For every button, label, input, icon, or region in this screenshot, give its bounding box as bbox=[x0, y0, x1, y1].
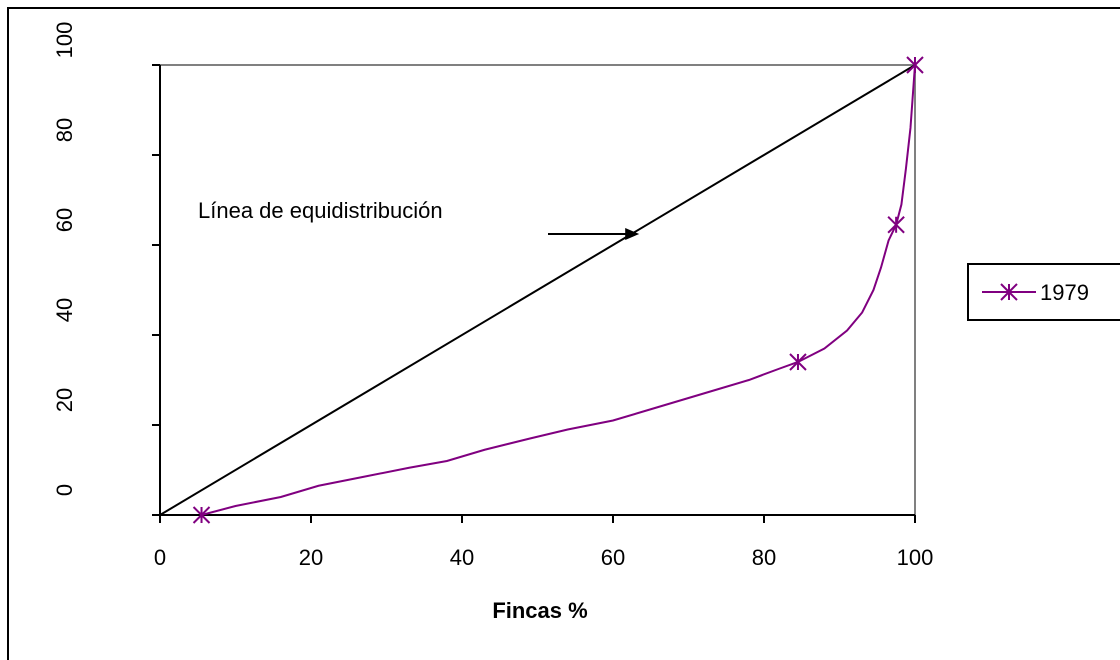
equidistribution-line bbox=[159, 64, 916, 516]
x-axis-ticks: 0 20 40 60 80 100 bbox=[154, 515, 933, 570]
annotation-arrow bbox=[548, 228, 640, 240]
x-tick-label: 0 bbox=[154, 545, 166, 570]
y-tick-label: 80 bbox=[52, 118, 77, 142]
y-axis-ticks: 0 20 40 60 80 100 bbox=[52, 22, 160, 516]
equidistribution-annotation: Línea de equidistribución bbox=[198, 198, 443, 223]
y-tick-label: 20 bbox=[52, 388, 77, 412]
legend-marker bbox=[1000, 283, 1018, 301]
series-1979-line bbox=[201, 64, 916, 516]
y-tick-label: 0 bbox=[52, 484, 77, 496]
x-tick-label: 100 bbox=[897, 545, 934, 570]
series-layer bbox=[159, 56, 924, 524]
y-tick-label: 40 bbox=[52, 298, 77, 322]
y-tick-label: 100 bbox=[52, 22, 77, 59]
x-tick-label: 20 bbox=[299, 545, 323, 570]
x-tick-label: 60 bbox=[601, 545, 625, 570]
series-1979-point bbox=[906, 56, 924, 74]
series-1979-point bbox=[887, 216, 905, 234]
chart-border bbox=[7, 7, 1120, 660]
series-1979-point bbox=[789, 353, 807, 371]
legend-asterisk-icon bbox=[1000, 283, 1018, 301]
plot-area bbox=[159, 64, 916, 516]
x-tick-label: 40 bbox=[450, 545, 474, 570]
legend: 1979 bbox=[967, 263, 1120, 321]
y-tick-label: 60 bbox=[52, 208, 77, 232]
x-tick-label: 80 bbox=[752, 545, 776, 570]
series-1979-point bbox=[192, 506, 211, 524]
x-axis-title: Fincas % bbox=[492, 598, 587, 623]
legend-label-1979: 1979 bbox=[1040, 280, 1089, 305]
